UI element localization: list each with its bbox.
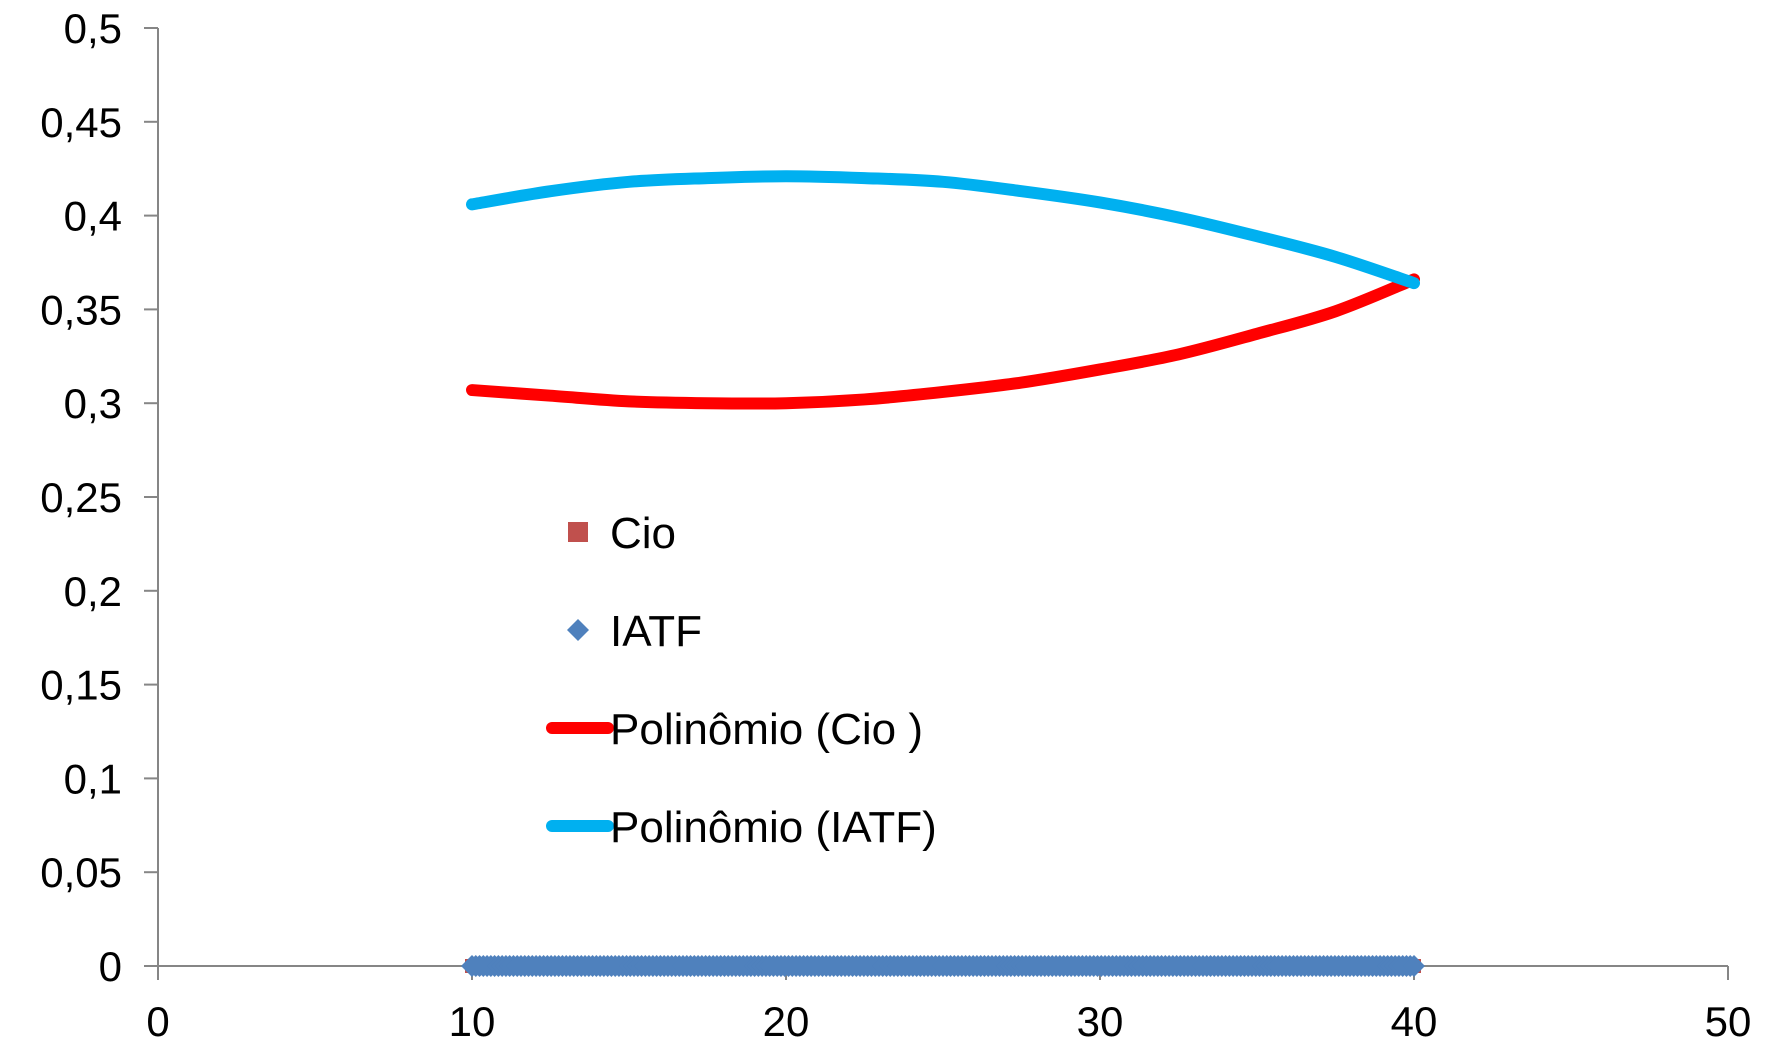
x-tick-label: 0	[146, 998, 169, 1045]
y-tick-label: 0,5	[64, 5, 122, 52]
y-tick-label: 0,25	[40, 474, 122, 521]
legend: Cio IATF Polinômio (Cio ) Polinômio (IATF)	[546, 509, 937, 852]
x-tick-label: 30	[1077, 998, 1124, 1045]
legend-label: Polinômio (Cio )	[610, 705, 923, 754]
legend-item: Polinômio (Cio )	[546, 705, 923, 754]
x-tick-label: 50	[1705, 998, 1752, 1045]
y-tick-label: 0,2	[64, 568, 122, 615]
y-tick-label: 0,05	[40, 849, 122, 896]
legend-swatch-square	[568, 522, 588, 542]
x-tick-label: 10	[449, 998, 496, 1045]
axes-group: 0 0,05 0,1 0,15 0,2 0,25 0,3 0,35 0,4 0,45 0,5 0 10 2…	[40, 5, 1751, 1045]
y-tick-label: 0,45	[40, 99, 122, 146]
legend-item: IATF	[567, 607, 702, 656]
x-tick-label: 20	[763, 998, 810, 1045]
y-tick-label: 0,35	[40, 286, 122, 333]
series-1-points	[461, 955, 1425, 977]
y-tick-label: 0,15	[40, 662, 122, 709]
legend-label: IATF	[610, 607, 702, 656]
legend-swatch-diamond	[567, 619, 589, 641]
trendline-iatf	[466, 170, 1420, 290]
data-marks-group	[461, 170, 1425, 977]
legend-item: Cio	[568, 509, 676, 558]
x-tick-label: 40	[1391, 998, 1438, 1045]
legend-item: Polinômio (IATF)	[546, 803, 937, 852]
y-tick-label: 0,3	[64, 380, 122, 427]
legend-label: Cio	[610, 509, 676, 558]
legend-label: Polinômio (IATF)	[610, 803, 937, 852]
y-tick-label: 0,1	[64, 755, 122, 802]
y-tick-label: 0	[99, 943, 122, 990]
y-tick-label: 0,4	[64, 193, 122, 240]
iatf-point	[1403, 955, 1425, 977]
trendline-cio	[466, 273, 1420, 410]
